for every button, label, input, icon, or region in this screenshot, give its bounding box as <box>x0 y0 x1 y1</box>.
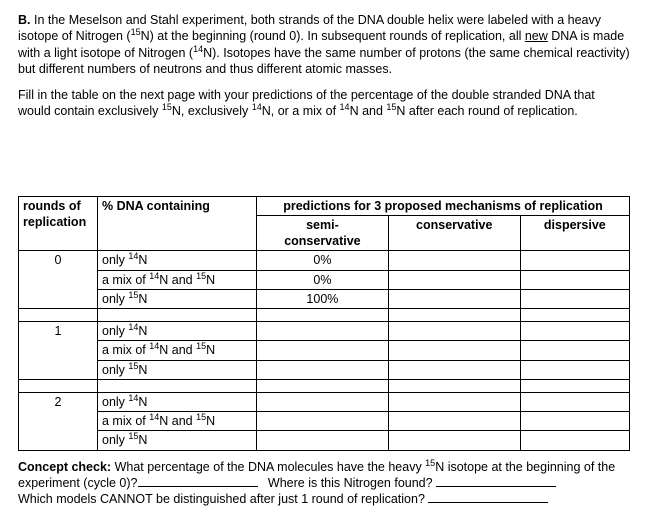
cell-cons <box>388 322 520 341</box>
row-label: only 14N <box>98 251 257 270</box>
row-label: only 15N <box>98 289 257 308</box>
cell-cons <box>388 341 520 360</box>
cell-semi: 100% <box>257 289 389 308</box>
row-label: only 15N <box>98 360 257 379</box>
header-rounds: rounds of replication <box>19 196 98 251</box>
cell-semi: 0% <box>257 270 389 289</box>
predictions-table: rounds of replication % DNA containing p… <box>18 196 630 451</box>
cell-semi <box>257 431 389 450</box>
row-label: only 14N <box>98 322 257 341</box>
cell-cons <box>388 360 520 379</box>
where-question: Where is this Nitrogen found? <box>268 476 433 490</box>
cell-semi <box>257 322 389 341</box>
cell-disp <box>520 392 629 411</box>
cell-disp <box>520 322 629 341</box>
cell-semi <box>257 392 389 411</box>
row-label: a mix of 14N and 15N <box>98 270 257 289</box>
cell-disp <box>520 341 629 360</box>
round-2: 2 <box>19 392 98 450</box>
row-label: a mix of 14N and 15N <box>98 412 257 431</box>
cell-cons <box>388 289 520 308</box>
cell-cons <box>388 412 520 431</box>
cell-semi <box>257 360 389 379</box>
cell-disp <box>520 412 629 431</box>
header-conservative: conservative <box>388 215 520 251</box>
round-1: 1 <box>19 322 98 380</box>
instruction-paragraph: Fill in the table on the next page with … <box>18 87 630 120</box>
cell-cons <box>388 251 520 270</box>
header-dna: % DNA containing <box>98 196 257 251</box>
cell-semi <box>257 412 389 431</box>
cell-cons <box>388 270 520 289</box>
round-0: 0 <box>19 251 98 309</box>
intro-paragraph: B. In the Meselson and Stahl experiment,… <box>18 12 630 77</box>
header-mechanisms: predictions for 3 proposed mechanisms of… <box>257 196 630 215</box>
cell-disp <box>520 270 629 289</box>
header-dispersive: dispersive <box>520 215 629 251</box>
cell-disp <box>520 289 629 308</box>
cell-disp <box>520 431 629 450</box>
cell-disp <box>520 251 629 270</box>
row-label: only 15N <box>98 431 257 450</box>
cell-semi: 0% <box>257 251 389 270</box>
header-semi: semi-conservative <box>257 215 389 251</box>
cell-disp <box>520 360 629 379</box>
cell-semi <box>257 341 389 360</box>
cell-cons <box>388 431 520 450</box>
row-label: a mix of 14N and 15N <box>98 341 257 360</box>
row-label: only 14N <box>98 392 257 411</box>
which-question: Which models CANNOT be distinguished aft… <box>18 492 425 506</box>
concept-check: Concept check: What percentage of the DN… <box>18 459 630 508</box>
cell-cons <box>388 392 520 411</box>
